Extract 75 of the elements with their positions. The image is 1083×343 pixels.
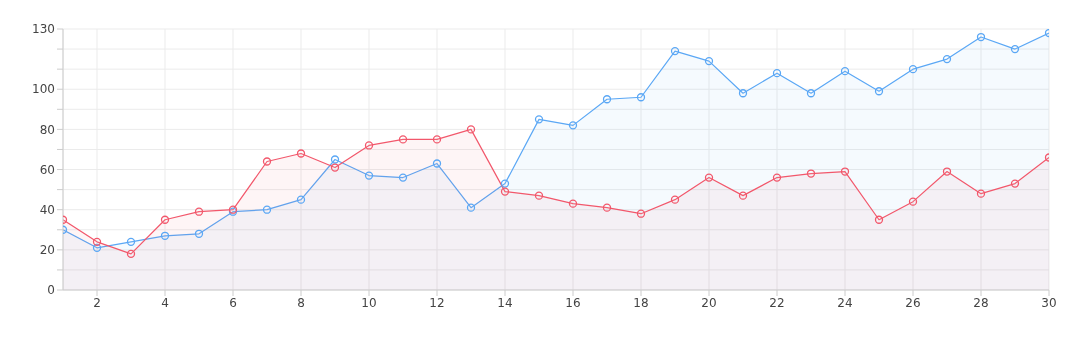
point	[466, 203, 476, 212]
point	[874, 87, 884, 96]
point	[738, 191, 748, 200]
point	[908, 65, 918, 74]
point	[296, 149, 306, 158]
point	[806, 89, 816, 98]
point	[194, 207, 204, 216]
x-tick-label: 18	[633, 295, 649, 310]
point	[976, 32, 986, 42]
point	[398, 173, 408, 182]
point	[1010, 44, 1020, 54]
point	[704, 56, 714, 66]
y-tick-label: 0	[47, 283, 55, 298]
x-tick-label: 4	[161, 295, 169, 310]
x-tick-label: 12	[429, 295, 445, 310]
point	[364, 171, 374, 180]
point	[398, 135, 408, 144]
point	[772, 173, 782, 182]
point	[670, 46, 680, 56]
point	[500, 179, 510, 188]
point	[908, 197, 918, 206]
point	[432, 159, 442, 168]
x-tick-label: 20	[701, 295, 717, 310]
point	[194, 229, 204, 238]
point	[772, 69, 782, 78]
y-tick-label: 100	[32, 82, 55, 97]
x-tick-label: 16	[565, 295, 581, 310]
point	[806, 169, 816, 178]
point	[704, 173, 714, 182]
point	[466, 125, 476, 134]
x-tick-label: 2	[93, 295, 101, 310]
point	[534, 115, 544, 124]
point	[92, 237, 102, 246]
point	[942, 54, 952, 64]
x-tick-label: 26	[905, 295, 921, 310]
point	[262, 157, 272, 166]
point	[160, 215, 170, 224]
point	[568, 199, 578, 208]
y-tick-label: 60	[39, 162, 55, 177]
point	[840, 167, 850, 176]
point	[432, 135, 442, 144]
point	[568, 121, 578, 130]
point	[602, 95, 612, 104]
x-tick-label: 28	[973, 295, 989, 310]
x-tick-label: 10	[361, 295, 377, 310]
point	[262, 205, 272, 214]
point	[500, 187, 510, 196]
y-tick-label: 20	[39, 243, 55, 258]
x-tick-label: 8	[297, 295, 305, 310]
point	[160, 231, 170, 240]
y-tick-label: 80	[39, 122, 55, 137]
point	[636, 93, 646, 102]
point	[874, 215, 884, 224]
x-tick-label: 22	[769, 295, 785, 310]
point	[126, 237, 136, 246]
point	[840, 67, 850, 76]
point	[126, 249, 136, 259]
point	[1010, 179, 1020, 188]
x-tick-label: 14	[497, 295, 513, 310]
y-tick-label: 130	[32, 22, 55, 37]
point	[364, 141, 374, 150]
point	[602, 203, 612, 212]
point	[976, 189, 986, 198]
point	[738, 89, 748, 98]
point	[330, 163, 340, 172]
point	[330, 155, 340, 164]
point	[670, 195, 680, 204]
y-tick-label: 40	[39, 202, 55, 217]
x-tick-label: 24	[837, 295, 853, 310]
point	[636, 209, 646, 218]
x-tick-label: 30	[1041, 295, 1057, 310]
point	[296, 195, 306, 204]
point	[942, 167, 952, 176]
x-tick-label: 6	[229, 295, 237, 310]
point	[534, 191, 544, 200]
